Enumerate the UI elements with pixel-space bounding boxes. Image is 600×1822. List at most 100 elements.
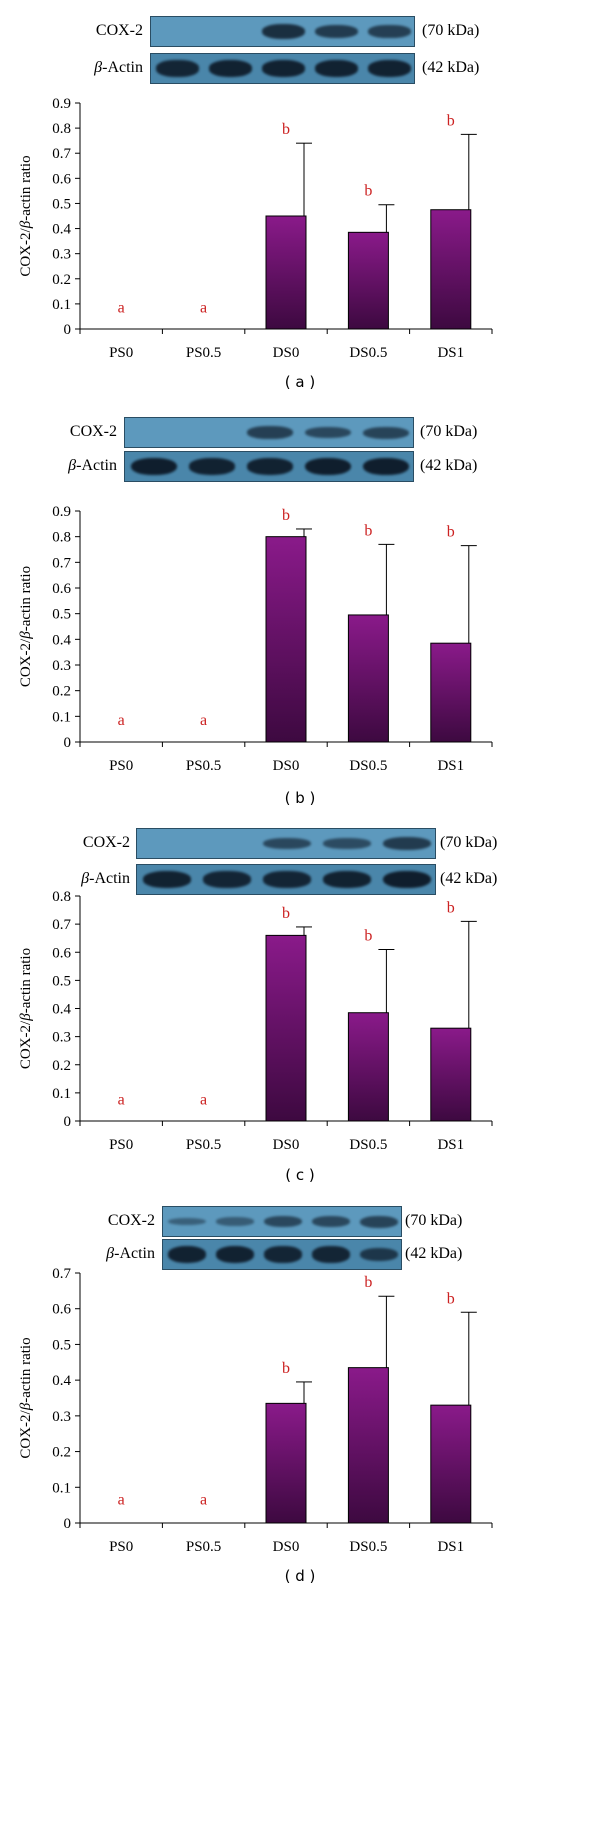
blot-band bbox=[315, 24, 358, 39]
blot-band bbox=[246, 426, 294, 439]
y-tick-label: 0.1 bbox=[52, 1480, 71, 1496]
blot-band bbox=[323, 871, 371, 888]
actin-label: β-Actin bbox=[94, 58, 143, 78]
y-tick-label: 0.8 bbox=[52, 121, 71, 137]
significance-letter: a bbox=[200, 1491, 207, 1508]
x-tick-label: DS1 bbox=[437, 1539, 464, 1555]
y-tick-label: 0.5 bbox=[52, 1337, 71, 1353]
blot-band bbox=[188, 458, 236, 475]
x-tick-label: PS0 bbox=[109, 1137, 133, 1153]
panel-a: COX-2 (70 kDa) β-Actin (42 kDa) 0 0.1 0.2 0… bbox=[0, 0, 600, 455]
blot-band bbox=[359, 1247, 399, 1262]
y-tick-label: 0 bbox=[64, 735, 72, 751]
y-axis-label: COX-2/β-actin ratio bbox=[18, 948, 34, 1069]
significance-letter: a bbox=[118, 1491, 125, 1508]
blot-band bbox=[263, 1246, 303, 1263]
significance-letter: b bbox=[364, 522, 372, 539]
blot-band bbox=[383, 870, 431, 889]
blot-band bbox=[203, 871, 251, 888]
actin-word: -Actin bbox=[114, 1245, 155, 1262]
significance-letter: b bbox=[364, 183, 372, 200]
significance-letter: b bbox=[364, 1274, 372, 1291]
actin-label: β-Actin bbox=[68, 456, 117, 476]
x-tick-label: DS0 bbox=[273, 1539, 300, 1555]
y-axis-label: COX-2/β-actin ratio bbox=[18, 1337, 34, 1458]
significance-letter: b bbox=[447, 1290, 455, 1307]
y-axis-label-beta: β bbox=[18, 1402, 34, 1411]
actin-label: β-Actin bbox=[106, 1244, 155, 1264]
actin-word: -Actin bbox=[102, 59, 143, 76]
bar bbox=[347, 1367, 389, 1524]
x-tick-label: DS0.5 bbox=[349, 758, 387, 774]
x-tick-label: DS0.5 bbox=[349, 1137, 387, 1153]
cox2-label: COX-2 bbox=[107, 1212, 155, 1229]
blot-band bbox=[383, 836, 431, 851]
x-tick-label: PS0 bbox=[109, 1539, 133, 1555]
significance-letter: a bbox=[200, 1092, 207, 1109]
significance-letter: a bbox=[118, 712, 125, 729]
y-axis-label-part: -actin ratio bbox=[18, 1337, 34, 1402]
x-tick-label: DS1 bbox=[437, 345, 464, 361]
significance-letter: b bbox=[282, 1360, 290, 1377]
x-tick-label: DS0 bbox=[273, 1137, 300, 1153]
blot-band bbox=[315, 60, 358, 77]
x-tick-label: PS0.5 bbox=[186, 1539, 221, 1555]
actin-blot bbox=[162, 1239, 402, 1270]
panel-caption: ( b ) bbox=[284, 789, 316, 807]
actin-word: -Actin bbox=[76, 457, 117, 474]
actin-blot bbox=[136, 864, 436, 895]
x-tick-label: DS0.5 bbox=[349, 345, 387, 361]
x-tick-label: DS1 bbox=[437, 758, 464, 774]
significance-letter: a bbox=[200, 300, 207, 317]
x-tick-label: DS0.5 bbox=[349, 1539, 387, 1555]
blot-band bbox=[311, 1215, 351, 1228]
y-axis-label-part: -actin ratio bbox=[18, 566, 34, 631]
blot-band bbox=[215, 1217, 255, 1226]
actin-kda: (42 kDa) bbox=[420, 457, 478, 474]
blot-band bbox=[167, 1217, 207, 1226]
y-tick-label: 0.7 bbox=[52, 917, 71, 933]
blot-band bbox=[368, 25, 411, 38]
y-tick-label: 0 bbox=[64, 1516, 72, 1532]
bar bbox=[430, 1027, 472, 1122]
blot-band bbox=[304, 457, 352, 476]
blot-band bbox=[311, 1246, 351, 1263]
bar bbox=[430, 209, 472, 330]
blot-band bbox=[143, 871, 191, 888]
y-tick-label: 0.2 bbox=[52, 1058, 71, 1074]
blot-band bbox=[215, 1246, 255, 1263]
y-tick-label: 0.1 bbox=[52, 709, 71, 725]
blot-band bbox=[262, 24, 305, 39]
cox2-kda: (70 kDa) bbox=[405, 1212, 463, 1229]
cox2-label: COX-2 bbox=[69, 423, 117, 440]
bar bbox=[430, 642, 472, 743]
x-tick-label: PS0.5 bbox=[186, 758, 221, 774]
bar bbox=[347, 1012, 389, 1122]
cox2-blot bbox=[150, 16, 415, 47]
bar-chart: 0 0.1 0.2 0.3 0.4 0.5 0.6 0.7 0.8 0.9 COX-2/β-acti… bbox=[18, 504, 493, 774]
bar-chart: 0 0.1 0.2 0.3 0.4 0.5 0.6 0.7 0.8 0.9 COX-2/β-acti… bbox=[18, 96, 493, 361]
blot-band bbox=[209, 60, 252, 77]
cox2-blot bbox=[124, 417, 414, 448]
actin-beta: β bbox=[68, 457, 77, 474]
bar bbox=[347, 231, 389, 330]
y-tick-label: 0.4 bbox=[52, 1373, 71, 1389]
y-tick-label: 0.4 bbox=[52, 222, 71, 238]
y-tick-label: 0.6 bbox=[52, 945, 71, 961]
panel-caption: ( a ) bbox=[284, 373, 316, 391]
significance-letter: a bbox=[118, 300, 125, 317]
significance-letter: b bbox=[447, 899, 455, 916]
actin-beta: β bbox=[106, 1245, 115, 1262]
bar bbox=[265, 215, 307, 330]
cox2-kda: (70 kDa) bbox=[420, 423, 478, 440]
blot-band bbox=[362, 426, 410, 439]
significance-letter: b bbox=[447, 112, 455, 129]
blot-band bbox=[246, 458, 294, 475]
y-tick-label: 0.3 bbox=[52, 1409, 71, 1425]
y-tick-label: 0.1 bbox=[52, 1086, 71, 1102]
significance-letter: b bbox=[282, 507, 290, 524]
y-axis-label-part: COX-2/ bbox=[18, 1020, 34, 1069]
significance-letter: b bbox=[282, 121, 290, 138]
y-tick-label: 0.4 bbox=[52, 1002, 71, 1018]
y-axis-label-part: -actin ratio bbox=[18, 155, 34, 220]
